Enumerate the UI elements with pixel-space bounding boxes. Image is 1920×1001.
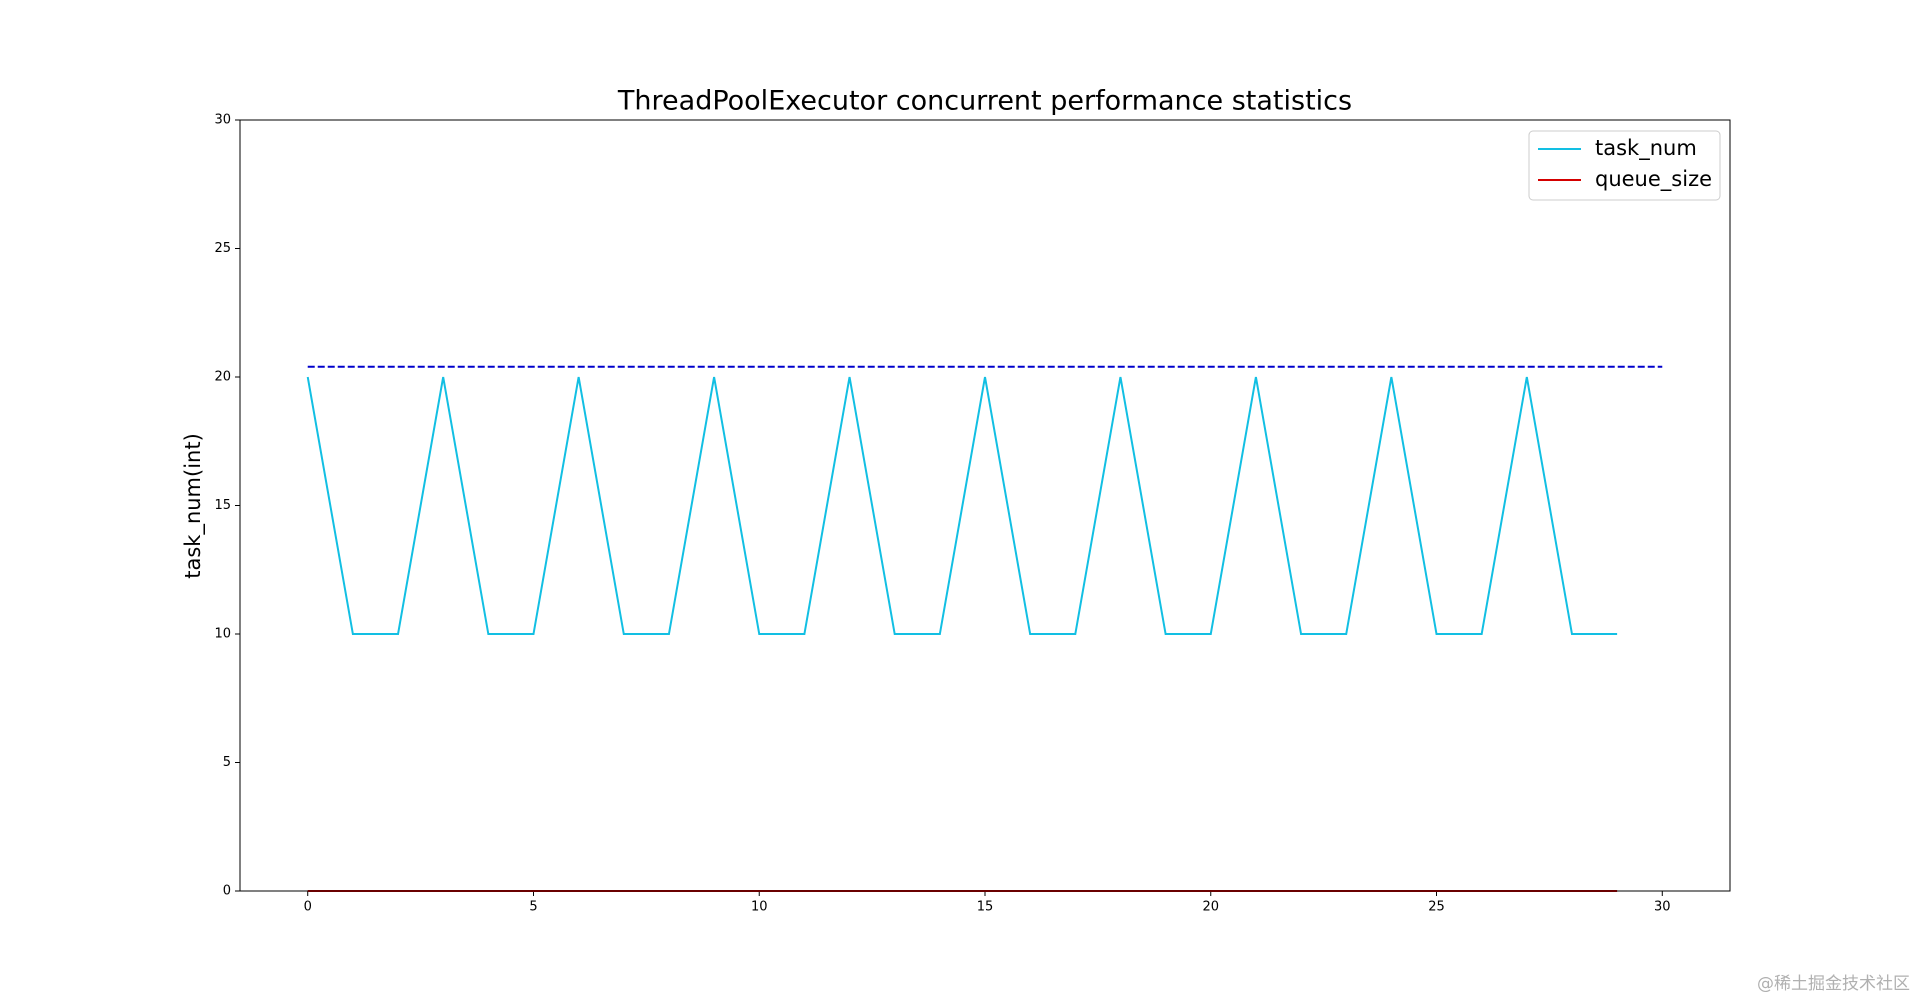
y-axis-label: task_num(int) [181, 433, 206, 579]
data-line [306, 376, 1618, 635]
x-tick-label: 20 [1202, 900, 1219, 915]
y-tick-label: 5 [223, 755, 231, 770]
y-tick-label: 0 [223, 884, 231, 899]
x-tick-label: 15 [977, 900, 994, 915]
x-tick-label: 10 [751, 900, 768, 915]
y-tick-label: 10 [214, 627, 231, 642]
y-tick-label: 20 [214, 370, 231, 385]
legend-label: queue_size [1595, 167, 1712, 192]
x-tick-label: 5 [529, 900, 537, 915]
x-tick-label: 0 [304, 900, 312, 915]
legend-label: task_num [1595, 136, 1697, 161]
x-tick-label: 25 [1428, 900, 1445, 915]
y-tick-label: 15 [214, 498, 231, 513]
y-tick-label: 25 [214, 241, 231, 256]
x-tick-label: 30 [1654, 900, 1671, 915]
chart-title: ThreadPoolExecutor concurrent performanc… [617, 86, 1352, 117]
plot-frame [239, 119, 1731, 892]
y-tick-label: 30 [214, 113, 231, 128]
watermark: @稀土掘金技术社区 [1757, 974, 1910, 994]
